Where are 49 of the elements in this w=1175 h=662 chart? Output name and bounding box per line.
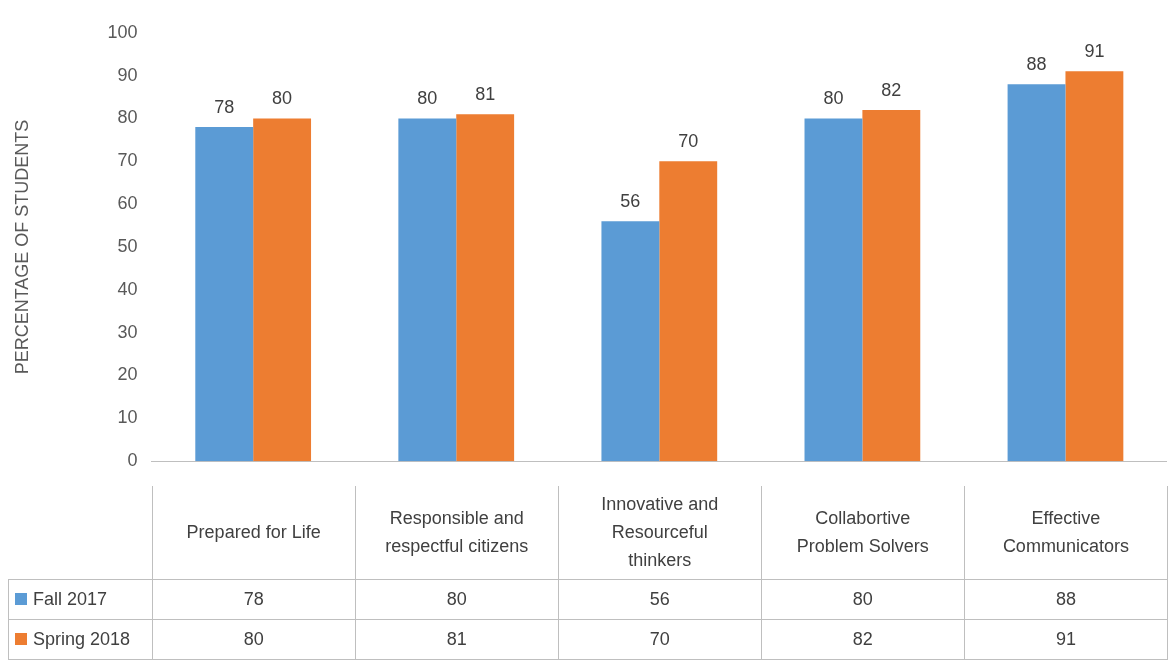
y-axis-title: PERCENTAGE OF STUDENTS bbox=[11, 119, 32, 375]
data-label: 88 bbox=[964, 579, 1168, 619]
annotation: 80 bbox=[417, 88, 438, 109]
data-label: 56 bbox=[558, 579, 762, 619]
y-tick-label: 10 bbox=[117, 407, 138, 428]
data-label: 91 bbox=[964, 619, 1168, 659]
x-tick-label: Effective Communicators bbox=[964, 486, 1168, 579]
bar bbox=[195, 127, 254, 462]
y-tick-label: 60 bbox=[117, 193, 138, 214]
annotation: 81 bbox=[475, 84, 496, 105]
annotation: 80 bbox=[272, 88, 293, 109]
legend-label: Spring 2018 bbox=[33, 628, 131, 649]
data-label: 81 bbox=[355, 619, 559, 659]
annotation: 82 bbox=[881, 79, 902, 100]
annotation: 70 bbox=[678, 131, 699, 152]
bar bbox=[659, 161, 718, 462]
y-tick-label: 40 bbox=[117, 278, 138, 299]
x-tick-label: Responsible and respectful citizens bbox=[355, 486, 559, 579]
data-label: 70 bbox=[558, 619, 762, 659]
y-tick-label: 90 bbox=[117, 64, 138, 85]
x-tick-label: Innovative and Resourceful thinkers bbox=[558, 486, 762, 579]
bar bbox=[456, 114, 515, 462]
y-tick-label: 80 bbox=[117, 107, 138, 128]
x-tick-label: Prepared for Life bbox=[152, 486, 356, 579]
data-label: 80 bbox=[761, 579, 965, 619]
bar bbox=[253, 118, 312, 462]
data-label: 82 bbox=[761, 619, 965, 659]
y-tick-label: 50 bbox=[117, 235, 138, 256]
bar bbox=[1065, 71, 1124, 462]
bar bbox=[804, 118, 863, 462]
x-tick-label: Collabortive Problem Solvers bbox=[761, 486, 965, 579]
y-tick-label: 70 bbox=[117, 150, 138, 171]
annotation: 78 bbox=[214, 97, 235, 118]
data-label: 78 bbox=[152, 579, 356, 619]
annotation: 80 bbox=[823, 88, 844, 109]
bar bbox=[1007, 84, 1066, 462]
y-tick-label: 20 bbox=[117, 364, 138, 385]
data-label: 80 bbox=[355, 579, 559, 619]
y-tick-label: 0 bbox=[127, 450, 138, 471]
annotation: 91 bbox=[1084, 41, 1105, 62]
data-label: 80 bbox=[152, 619, 356, 659]
bar bbox=[398, 118, 457, 462]
bar bbox=[862, 109, 921, 462]
legend-label: Fall 2017 bbox=[33, 588, 108, 609]
y-tick-label: 30 bbox=[117, 321, 138, 342]
y-tick-label: 100 bbox=[107, 21, 138, 42]
annotation: 56 bbox=[620, 191, 641, 212]
annotation: 88 bbox=[1026, 54, 1047, 75]
bar bbox=[601, 221, 660, 462]
